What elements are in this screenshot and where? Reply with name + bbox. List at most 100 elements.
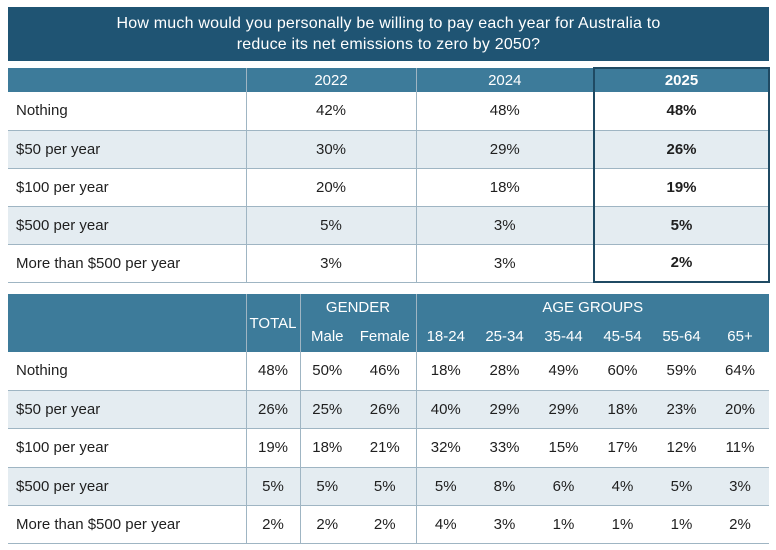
- row-label: $500 per year: [8, 467, 246, 507]
- cell-value: 2%: [354, 505, 416, 545]
- cell-value: 46%: [354, 352, 416, 391]
- cell-value: 4%: [593, 467, 652, 507]
- cell-value: 3%: [415, 244, 594, 283]
- table-row: $500 per year 5% 3% 5%: [8, 206, 770, 245]
- header-gender: GENDER: [299, 294, 416, 320]
- cell-value: 19%: [245, 428, 300, 468]
- header-male: Male: [299, 320, 354, 352]
- cell-value: 4%: [415, 505, 475, 545]
- cell-value: 48%: [245, 352, 300, 391]
- row-label: More than $500 per year: [8, 244, 246, 283]
- cell-value: 5%: [354, 467, 416, 507]
- cell-value: 5%: [652, 467, 711, 507]
- table-row: More than $500 per year 2% 2% 2% 4% 3% 1% 1% 1% 2…: [8, 505, 770, 545]
- cell-value: 28%: [475, 352, 534, 391]
- table-row: $100 per year 20% 18% 19%: [8, 168, 770, 207]
- cell-value: 18%: [299, 428, 354, 468]
- cell-value: 49%: [534, 352, 593, 391]
- cell-value: 50%: [299, 352, 354, 391]
- table-header-row-sub: Male Female 18-24 25-34 35-44 45-54 55-6…: [8, 320, 770, 352]
- cell-value: 29%: [475, 390, 534, 430]
- cell-value: 32%: [415, 428, 475, 468]
- header-total: TOTAL: [245, 294, 300, 352]
- row-label: $50 per year: [8, 130, 246, 169]
- cell-value: 29%: [534, 390, 593, 430]
- cell-value: 42%: [245, 92, 416, 131]
- cell-value: 20%: [711, 390, 770, 430]
- demographic-breakdown-table: TOTAL GENDER AGE GROUPS Male Female 18-2…: [8, 294, 770, 545]
- cell-value: 18%: [593, 390, 652, 430]
- header-year-2022: 2022: [245, 68, 416, 92]
- row-label: $100 per year: [8, 428, 246, 468]
- cell-value: 5%: [245, 467, 300, 507]
- title-line-2: reduce its net emissions to zero by 2050…: [236, 36, 541, 53]
- chart-title: How much would you personally be willing…: [8, 7, 769, 61]
- cell-value-highlight: 5%: [593, 206, 770, 245]
- cell-value: 26%: [354, 390, 416, 430]
- cell-value: 3%: [245, 244, 416, 283]
- cell-value: 3%: [711, 467, 770, 507]
- cell-value: 21%: [354, 428, 416, 468]
- cell-value-highlight: 48%: [593, 92, 770, 131]
- cell-value: 1%: [593, 505, 652, 545]
- yearly-comparison-table: 2022 2024 2025 Nothing 42% 48% 48% $50 p…: [8, 67, 770, 283]
- cell-value: 3%: [415, 206, 594, 245]
- cell-value: 48%: [415, 92, 594, 131]
- cell-value: 29%: [415, 130, 594, 169]
- cell-value: 33%: [475, 428, 534, 468]
- cell-value-highlight: 2%: [593, 244, 770, 283]
- cell-value-highlight: 26%: [593, 130, 770, 169]
- header-age-35-44: 35-44: [534, 320, 593, 352]
- cell-value: 5%: [299, 467, 354, 507]
- cell-value: 6%: [534, 467, 593, 507]
- cell-value-highlight: 19%: [593, 168, 770, 207]
- row-label: $500 per year: [8, 206, 246, 245]
- header-year-2025: 2025: [593, 67, 770, 92]
- cell-value: 26%: [245, 390, 300, 430]
- header-age-groups: AGE GROUPS: [415, 294, 770, 320]
- header-female: Female: [354, 320, 416, 352]
- cell-value: 17%: [593, 428, 652, 468]
- cell-value: 2%: [245, 505, 300, 545]
- title-line-1: How much would you personally be willing…: [116, 15, 661, 32]
- cell-value: 5%: [415, 467, 475, 507]
- cell-value: 23%: [652, 390, 711, 430]
- row-label: $100 per year: [8, 168, 246, 207]
- header-blank: [8, 68, 246, 92]
- header-age-18-24: 18-24: [415, 320, 475, 352]
- row-label: Nothing: [8, 352, 246, 391]
- row-label: Nothing: [8, 92, 246, 131]
- cell-value: 40%: [415, 390, 475, 430]
- row-label: $50 per year: [8, 390, 246, 430]
- cell-value: 5%: [245, 206, 416, 245]
- cell-value: 64%: [711, 352, 770, 391]
- cell-value: 18%: [415, 352, 475, 391]
- table-row: $50 per year 30% 29% 26%: [8, 130, 770, 169]
- cell-value: 12%: [652, 428, 711, 468]
- table-row: Nothing 42% 48% 48%: [8, 92, 770, 131]
- header-age-65-plus: 65+: [711, 320, 770, 352]
- header-age-55-64: 55-64: [652, 320, 711, 352]
- cell-value: 30%: [245, 130, 416, 169]
- row-label: More than $500 per year: [8, 505, 246, 545]
- cell-value: 59%: [652, 352, 711, 391]
- table-row: Nothing 48% 50% 46% 18% 28% 49% 60% 59% 64%: [8, 352, 770, 391]
- cell-value: 1%: [652, 505, 711, 545]
- cell-value: 2%: [711, 505, 770, 545]
- cell-value: 1%: [534, 505, 593, 545]
- table-header-row-group: TOTAL GENDER AGE GROUPS: [8, 294, 770, 352]
- table-row: $500 per year 5% 5% 5% 5% 8% 6% 4% 5% 3%: [8, 467, 770, 507]
- table-row: $50 per year 26% 25% 26% 40% 29% 29% 18% 23% 20%: [8, 390, 770, 430]
- cell-value: 3%: [475, 505, 534, 545]
- header-age-45-54: 45-54: [593, 320, 652, 352]
- cell-value: 8%: [475, 467, 534, 507]
- cell-value: 25%: [299, 390, 354, 430]
- cell-value: 20%: [245, 168, 416, 207]
- cell-value: 2%: [299, 505, 354, 545]
- cell-value: 11%: [711, 428, 770, 468]
- cell-value: 18%: [415, 168, 594, 207]
- table-header-row: 2022 2024 2025: [8, 67, 770, 92]
- header-age-25-34: 25-34: [475, 320, 534, 352]
- table-row: More than $500 per year 3% 3% 2%: [8, 244, 770, 283]
- header-year-2024: 2024: [415, 68, 594, 92]
